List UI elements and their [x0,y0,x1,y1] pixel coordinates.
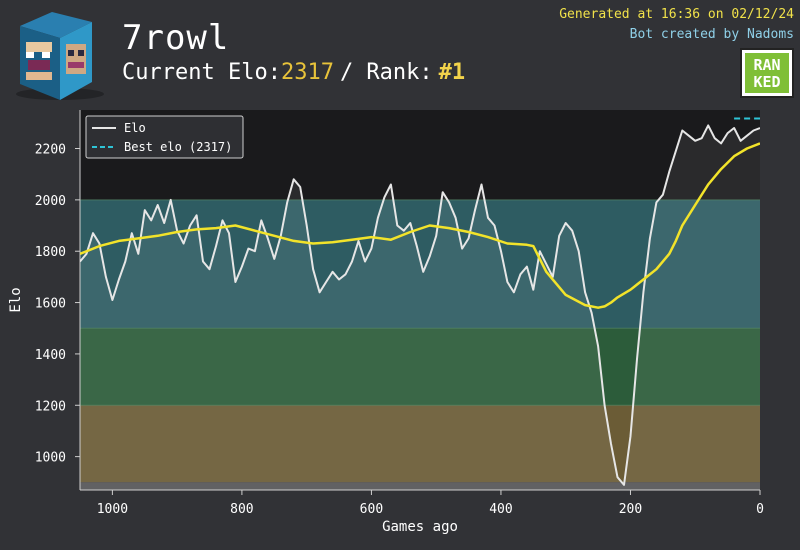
player-name: 7rowl [122,18,230,58]
rank-value: #1 [438,60,466,85]
y-tick-label: 1400 [35,348,66,363]
x-tick-label: 0 [756,502,764,517]
generated-timestamp: Generated at 16:36 on 02/12/24 [559,7,794,22]
player-avatar [16,12,104,100]
ranked-badge-icon: RAN KED [740,48,794,98]
rank-band-4 [80,482,760,490]
x-tick-label: 1000 [97,502,128,517]
y-tick-label: 1800 [35,245,66,260]
y-tick-label: 1600 [35,297,66,312]
x-tick-label: 400 [489,502,512,517]
rank-band-3 [80,405,760,483]
rank-band-2 [80,328,760,406]
moving-average-line [80,142,760,309]
y-tick-label: 1200 [35,399,66,414]
y-tick-label: 2000 [35,194,66,209]
y-axis-label: Elo [8,287,24,312]
legend-best-label: Best elo (2317) [124,140,232,154]
x-tick-label: 200 [619,502,642,517]
current-elo-line: Current Elo:2317/ Rank: #1 [122,60,465,85]
bot-credit: Bot created by Nadoms [629,27,794,42]
x-tick-label: 800 [230,502,253,517]
badge-line-1: RAN [753,56,781,74]
elo-value: 2317 [280,60,334,85]
rank-prefix: / Rank: [339,60,433,85]
y-tick-label: 1000 [35,451,66,466]
x-axis-label: Games ago [382,519,458,535]
x-tick-label: 600 [360,502,383,517]
legend-elo-label: Elo [124,121,146,135]
elo-line [80,124,760,486]
elo-area [80,125,760,490]
badge-line-2: KED [753,73,781,91]
elo-prefix: Current Elo: [122,60,281,85]
y-tick-label: 2200 [35,143,66,158]
legend: Elo Best elo (2317) [85,115,244,159]
legend-box [85,115,244,159]
